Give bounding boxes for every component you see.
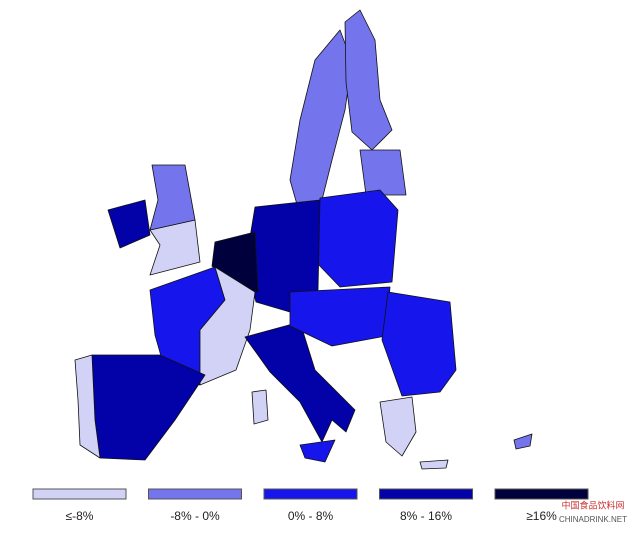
legend-label: ≥16% xyxy=(526,509,557,523)
region-sardinia xyxy=(251,389,269,425)
region-greece xyxy=(379,396,417,457)
legend: ≤-8% -8% - 0% 0% - 8% 8% - 16% ≥16% xyxy=(32,488,589,523)
legend-label: 8% - 16% xyxy=(400,509,452,523)
region-central xyxy=(289,286,391,347)
region-france-east xyxy=(199,266,256,386)
region-portugal xyxy=(74,354,101,459)
legend-swatch xyxy=(32,488,127,500)
watermark-title: 中国食品饮料网 xyxy=(561,499,624,510)
region-finland xyxy=(344,9,393,151)
legend-swatch xyxy=(494,488,589,500)
region-cyprus xyxy=(513,433,533,450)
region-baltics xyxy=(359,149,407,196)
region-uk-north xyxy=(149,164,196,231)
region-sicily xyxy=(299,439,336,463)
region-ireland xyxy=(107,199,151,249)
map xyxy=(74,9,533,470)
legend-label: ≤-8% xyxy=(66,509,94,523)
region-sweden xyxy=(289,29,353,216)
region-italy xyxy=(244,321,356,443)
watermark-url: CHINADRINK.NET xyxy=(559,515,627,524)
legend-label: -8% - 0% xyxy=(170,509,220,523)
legend-label: 0% - 8% xyxy=(288,509,334,523)
region-poland xyxy=(315,189,399,288)
legend-swatch xyxy=(148,488,242,500)
region-romania-bulgaria xyxy=(381,291,457,397)
legend-swatch xyxy=(379,488,473,500)
legend-swatch xyxy=(263,488,358,500)
region-crete xyxy=(419,459,449,470)
region-spain xyxy=(91,354,206,461)
